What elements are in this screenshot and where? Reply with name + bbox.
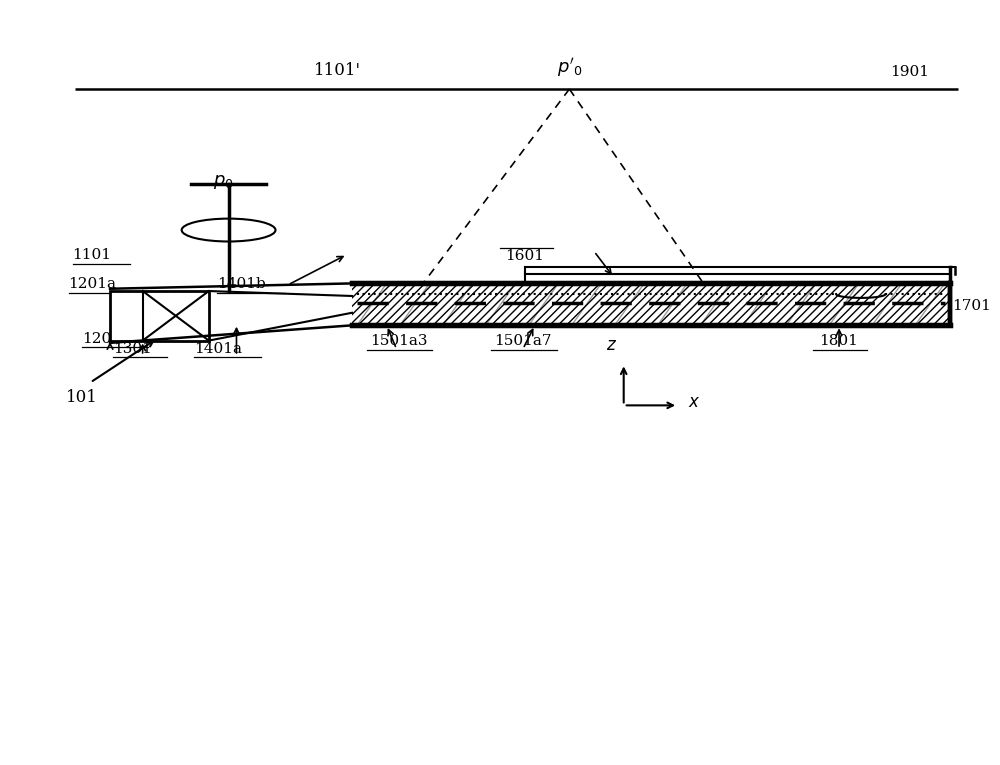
Bar: [110, 291, 209, 340]
Text: $z$: $z$: [606, 337, 617, 354]
Text: 1401b: 1401b: [217, 277, 265, 291]
Text: 1901: 1901: [890, 65, 929, 79]
Text: 1701: 1701: [952, 299, 991, 314]
Text: 1201b: 1201b: [82, 332, 131, 346]
Text: 1101': 1101': [314, 62, 361, 79]
Text: 1101: 1101: [73, 248, 112, 262]
Text: 1401a: 1401a: [194, 342, 242, 356]
Text: 1801: 1801: [820, 334, 858, 348]
Text: $x$: $x$: [688, 394, 700, 411]
Text: 1501a7: 1501a7: [494, 334, 552, 348]
Text: 1501a3: 1501a3: [370, 334, 427, 348]
Text: $p_0$: $p_0$: [213, 173, 234, 191]
Text: 101: 101: [66, 389, 97, 405]
Text: 1601: 1601: [505, 249, 544, 263]
Text: $p'_0$: $p'_0$: [557, 56, 582, 79]
Text: 1201a: 1201a: [69, 277, 117, 291]
Text: 1301: 1301: [113, 342, 152, 356]
Bar: [352, 283, 950, 325]
